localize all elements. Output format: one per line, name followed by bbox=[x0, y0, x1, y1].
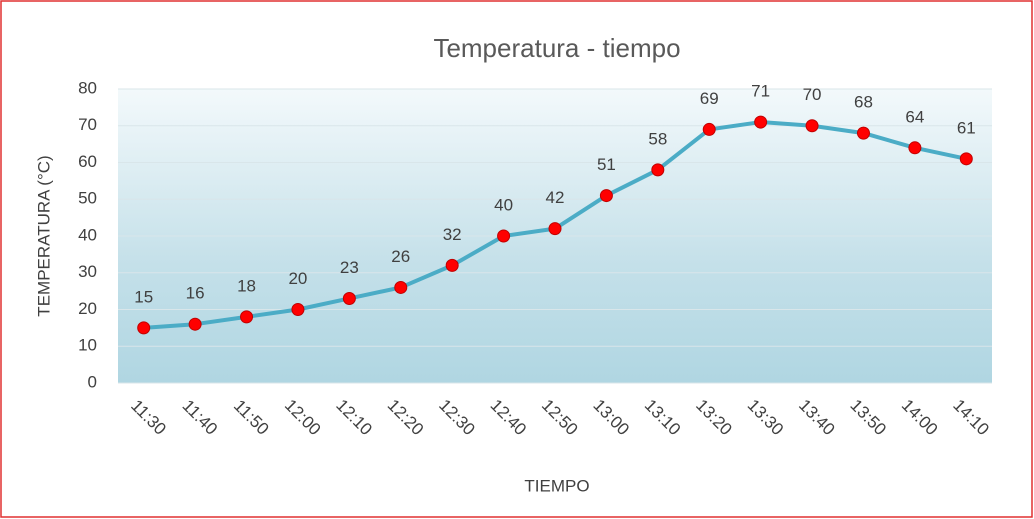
data-label: 15 bbox=[134, 287, 153, 306]
y-axis-label: TEMPERATURA (°C) bbox=[34, 155, 53, 316]
data-label: 70 bbox=[803, 85, 822, 104]
y-tick-label: 70 bbox=[78, 115, 97, 134]
marker bbox=[599, 189, 613, 203]
y-tick-label: 30 bbox=[78, 262, 97, 281]
marker bbox=[497, 229, 511, 243]
y-tick-label: 60 bbox=[78, 152, 97, 171]
marker bbox=[959, 152, 973, 166]
data-label: 23 bbox=[340, 258, 359, 277]
marker bbox=[188, 317, 202, 331]
y-tick-label: 0 bbox=[88, 372, 97, 391]
data-label: 64 bbox=[905, 107, 924, 126]
marker bbox=[754, 115, 768, 129]
data-label: 51 bbox=[597, 155, 616, 174]
data-label: 32 bbox=[443, 225, 462, 244]
y-tick-label: 10 bbox=[78, 336, 97, 355]
data-label: 42 bbox=[546, 188, 565, 207]
marker bbox=[805, 119, 819, 133]
marker bbox=[394, 280, 408, 294]
marker bbox=[908, 141, 922, 155]
data-label: 40 bbox=[494, 195, 513, 214]
data-label: 58 bbox=[648, 129, 667, 148]
data-label: 61 bbox=[957, 118, 976, 137]
data-label: 16 bbox=[186, 284, 205, 303]
marker bbox=[702, 122, 716, 136]
data-label: 18 bbox=[237, 276, 256, 295]
data-label: 26 bbox=[391, 247, 410, 266]
data-label: 68 bbox=[854, 93, 873, 112]
y-tick-label: 40 bbox=[78, 225, 97, 244]
marker bbox=[342, 291, 356, 305]
y-tick-label: 80 bbox=[78, 78, 97, 97]
y-tick-label: 20 bbox=[78, 299, 97, 318]
y-tick-label: 50 bbox=[78, 189, 97, 208]
marker bbox=[651, 163, 665, 177]
x-axis-label: TIEMPO bbox=[524, 476, 589, 495]
marker bbox=[548, 222, 562, 236]
data-label: 69 bbox=[700, 89, 719, 108]
marker bbox=[445, 258, 459, 272]
marker bbox=[856, 126, 870, 140]
chart-title: Temperatura - tiempo bbox=[433, 33, 680, 63]
data-label: 20 bbox=[288, 269, 307, 288]
marker bbox=[137, 321, 151, 335]
marker bbox=[291, 303, 305, 316]
data-label: 71 bbox=[751, 82, 770, 101]
marker bbox=[240, 310, 254, 324]
